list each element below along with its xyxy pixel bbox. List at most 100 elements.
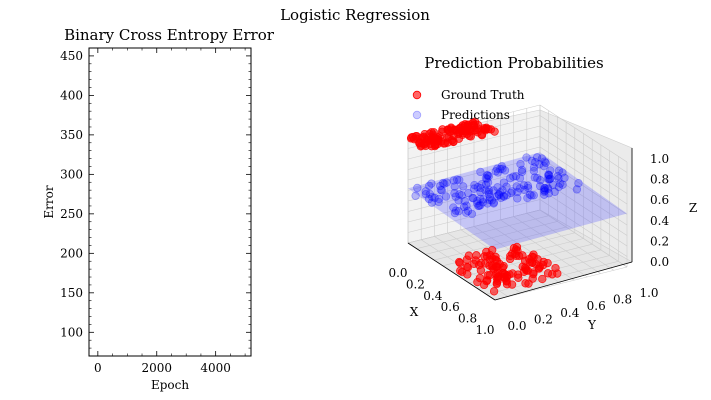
prediction-point bbox=[460, 197, 469, 206]
prediction-point bbox=[493, 168, 503, 177]
ground-truth-point bbox=[483, 271, 492, 280]
prediction-point bbox=[508, 187, 517, 196]
floor-grid-line bbox=[539, 209, 628, 268]
prediction-point bbox=[520, 185, 529, 195]
y-tick-label: 0.8 bbox=[613, 293, 632, 307]
legend: Ground Truth Predictions bbox=[412, 88, 525, 122]
prediction-point bbox=[478, 198, 488, 207]
prediction-point bbox=[554, 182, 563, 192]
ground-truth-point bbox=[445, 127, 454, 137]
prediction-point bbox=[497, 162, 506, 171]
error-chart-ylabel: Error bbox=[42, 185, 56, 218]
prediction-point bbox=[529, 163, 539, 172]
prediction-point bbox=[498, 164, 507, 173]
xz-grid-line bbox=[539, 136, 628, 194]
prediction-point bbox=[509, 172, 518, 181]
legend-label-predictions: Predictions bbox=[441, 108, 510, 122]
prediction-point bbox=[574, 179, 583, 188]
prediction-point bbox=[462, 201, 471, 210]
prediction-point bbox=[544, 184, 553, 194]
x-tick-label: 0.0 bbox=[388, 266, 407, 280]
prediction-point bbox=[462, 208, 471, 217]
prediction-point bbox=[430, 193, 439, 202]
prediction-point bbox=[554, 174, 563, 183]
prediction-point bbox=[494, 190, 503, 199]
prediction-point bbox=[421, 190, 431, 199]
error-chart-tick-labels: 100 150 200 250 300 350 400 450 0 2000 4000 bbox=[60, 49, 231, 375]
ground-truth-point bbox=[489, 287, 499, 296]
prediction-point bbox=[556, 179, 565, 188]
ground-truth-point bbox=[506, 251, 515, 261]
prediction-point bbox=[428, 192, 437, 202]
prediction-point bbox=[454, 207, 463, 216]
error-chart-xlabel: Epoch bbox=[151, 378, 189, 392]
z-tick-label: 1.0 bbox=[650, 152, 669, 166]
prediction-point bbox=[540, 186, 549, 196]
z-tick-label: 0.6 bbox=[650, 193, 669, 207]
prediction-point bbox=[541, 158, 550, 168]
prediction-point bbox=[496, 188, 505, 197]
prediction-point bbox=[473, 183, 482, 192]
prediction-point bbox=[524, 183, 533, 193]
y-tick-label: 100 bbox=[60, 325, 83, 339]
prediction-point bbox=[440, 179, 449, 188]
z-tick-label: 0.4 bbox=[650, 214, 669, 228]
xz-grid-line bbox=[539, 125, 628, 184]
prediction-point bbox=[450, 189, 459, 198]
prediction-point bbox=[476, 187, 485, 197]
prediction-point bbox=[451, 206, 461, 215]
prediction-point bbox=[532, 153, 542, 162]
y-axis-line bbox=[494, 261, 633, 301]
prediction-point bbox=[484, 172, 494, 181]
prediction-point bbox=[438, 179, 448, 188]
prediction-point bbox=[436, 181, 445, 191]
prediction-point bbox=[450, 182, 459, 191]
ground-truth-point bbox=[509, 244, 519, 253]
yz-grid-line bbox=[407, 157, 541, 191]
prediction-point bbox=[515, 184, 525, 193]
prediction-point bbox=[525, 190, 535, 199]
figure-title: Logistic Regression bbox=[280, 6, 430, 24]
prediction-point bbox=[434, 197, 443, 207]
prediction-point bbox=[513, 194, 522, 203]
legend-marker-ground-truth bbox=[412, 90, 422, 100]
y-tick-label: 0.4 bbox=[560, 306, 579, 320]
ground-truth-point bbox=[463, 263, 473, 272]
prediction-point bbox=[539, 161, 549, 171]
ground-truth-point bbox=[524, 279, 533, 288]
prediction-point bbox=[513, 187, 522, 197]
axis-tick-labels: 0.00.20.40.60.81.0 0.0 0.2 0.4 0.6 0.8 1.00.00… bbox=[388, 152, 669, 337]
ground-truth-point bbox=[461, 121, 470, 130]
prediction-point bbox=[517, 167, 527, 177]
x-tick-label: 0.8 bbox=[458, 312, 477, 326]
ground-truth-point bbox=[457, 267, 467, 277]
ground-truth-point bbox=[488, 263, 497, 272]
prediction-point bbox=[543, 174, 553, 183]
prediction-point bbox=[481, 186, 490, 195]
ground-truth-point bbox=[466, 132, 475, 141]
prediction-point bbox=[476, 201, 485, 210]
ground-truth-point bbox=[434, 135, 443, 144]
prediction-point bbox=[483, 178, 493, 187]
prediction-point bbox=[489, 186, 498, 195]
prediction-point bbox=[476, 167, 485, 177]
prediction-point bbox=[540, 190, 549, 199]
prediction-point bbox=[539, 187, 549, 196]
prediction-point bbox=[572, 185, 582, 194]
prediction-point bbox=[554, 166, 564, 175]
prediction-point bbox=[484, 187, 493, 197]
prediction-point bbox=[489, 198, 498, 207]
prediction-point bbox=[436, 185, 445, 194]
prediction-point bbox=[527, 156, 537, 165]
prediction-point bbox=[495, 190, 504, 200]
ground-truth-point bbox=[502, 280, 512, 289]
prediction-point bbox=[425, 189, 434, 199]
prediction-point bbox=[479, 195, 488, 204]
prediction-point bbox=[485, 195, 494, 205]
prediction-point bbox=[535, 160, 544, 169]
prediction-point bbox=[455, 175, 464, 185]
prediction-point bbox=[473, 196, 482, 206]
prediction-point bbox=[496, 164, 505, 174]
prediction-point bbox=[455, 190, 464, 199]
